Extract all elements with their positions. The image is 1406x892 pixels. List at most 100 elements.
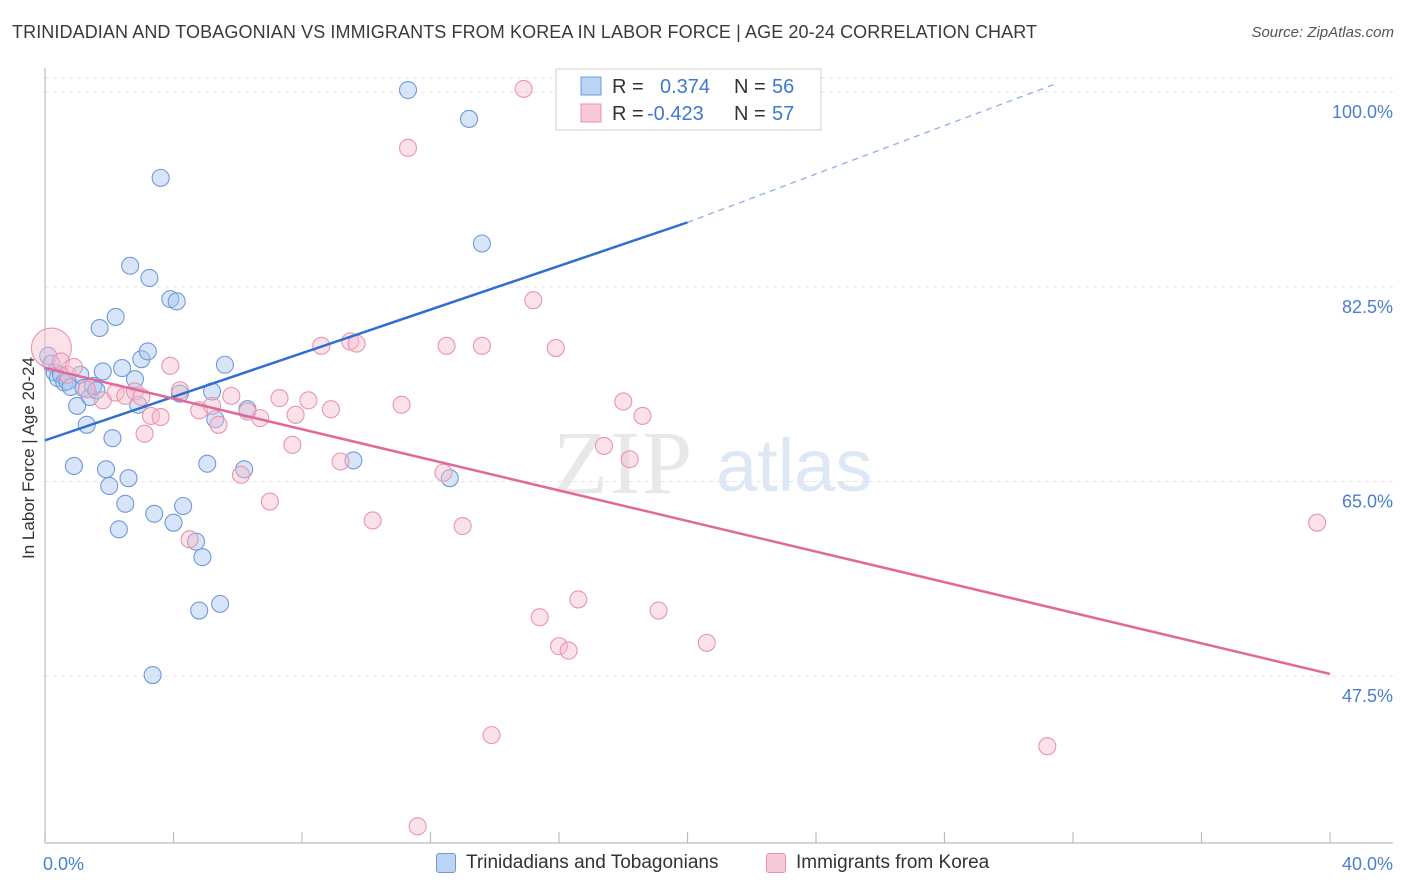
point-trinidadian — [167, 292, 186, 311]
legend-label-korea: Immigrants from Korea — [796, 852, 990, 873]
point-korea — [649, 601, 668, 620]
point-korea — [530, 608, 549, 627]
legend-item-korea: Immigrants from Korea — [766, 852, 989, 874]
y-tick-label: 65.0% — [1342, 492, 1393, 512]
legend-swatch-korea — [766, 853, 786, 873]
legend-r-label-pink: R = — [612, 103, 644, 125]
y-tick-label: 100.0% — [1332, 102, 1393, 122]
point-korea — [549, 637, 569, 656]
point-korea — [453, 516, 472, 536]
point-trinidadian — [190, 601, 209, 620]
point-korea — [569, 590, 588, 609]
point-trinidadian — [119, 469, 138, 488]
point-korea — [209, 415, 228, 434]
trend-line-korea — [44, 366, 1331, 676]
trend-line-trinidadian — [44, 221, 688, 442]
axes-layer: 100.0% 82.5% 65.0% 47.5% — [44, 68, 1393, 844]
point-korea — [472, 336, 491, 355]
legend-swatch-pink — [580, 103, 602, 123]
point-korea — [321, 400, 340, 419]
point-trinidadian — [344, 451, 363, 470]
point-korea — [260, 492, 279, 511]
point-trinidadian — [151, 168, 170, 187]
y-tick-label: 47.5% — [1342, 686, 1393, 706]
point-korea — [222, 386, 241, 405]
point-trinidadian — [106, 307, 125, 326]
point-korea — [559, 641, 578, 660]
point-korea — [434, 463, 453, 482]
point-trinidadian — [235, 460, 254, 479]
point-trinidadian — [398, 80, 418, 100]
point-korea — [180, 530, 199, 549]
point-korea — [633, 406, 652, 425]
point-korea — [170, 381, 189, 400]
point-korea — [1038, 737, 1057, 756]
point-trinidadian — [174, 496, 193, 516]
point-korea — [408, 817, 427, 836]
point-trinidadian — [198, 454, 217, 473]
legend-n-label-blue: N = — [734, 76, 766, 98]
point-trinidadian — [215, 355, 234, 374]
grid-layer — [45, 77, 1393, 677]
legend-r-value-blue: 0.374 — [660, 76, 710, 98]
point-korea — [514, 79, 533, 98]
legend-swatch-trinidadians — [436, 853, 456, 873]
point-korea — [299, 391, 318, 410]
point-trinidadian — [459, 109, 479, 128]
point-trinidadian — [472, 234, 491, 253]
point-trinidadian — [90, 318, 109, 338]
legend-n-value-blue: 56 — [772, 76, 794, 98]
watermark: ZIP atlas — [553, 414, 872, 513]
point-trinidadian — [116, 494, 135, 513]
point-trinidadian — [140, 268, 159, 288]
point-korea — [1308, 513, 1327, 532]
point-trinidadian — [211, 594, 230, 613]
chart-source: Source: ZipAtlas.com — [1251, 24, 1394, 41]
point-korea — [398, 138, 418, 157]
point-korea — [482, 726, 501, 745]
legend-swatch-blue — [580, 76, 602, 96]
point-korea — [283, 435, 302, 454]
point-korea — [392, 395, 411, 414]
point-korea — [594, 436, 614, 455]
legend-r-value-pink: -0.423 — [647, 103, 704, 125]
point-korea — [270, 389, 289, 408]
point-korea — [30, 327, 72, 369]
point-korea — [161, 356, 180, 375]
y-axis-label: In Labor Force | Age 20-24 — [19, 357, 38, 559]
point-korea — [697, 633, 716, 652]
x-tick-max: 40.0% — [1342, 854, 1393, 874]
legend-n-label-pink: N = — [734, 103, 766, 125]
point-korea — [437, 336, 456, 355]
point-korea — [77, 380, 96, 399]
point-trinidadian — [68, 396, 87, 415]
point-trinidadian — [121, 256, 140, 275]
point-korea — [524, 291, 543, 310]
point-trinidadian — [103, 429, 122, 448]
point-trinidadian — [96, 460, 116, 479]
point-korea — [286, 405, 305, 424]
y-tick-label: 82.5% — [1342, 297, 1393, 317]
point-trinidadian — [193, 548, 212, 567]
point-trinidadian — [100, 476, 119, 496]
correlation-legend: R = 0.374 N = 56 R = -0.423 N = 57 — [555, 68, 822, 131]
point-trinidadian — [143, 666, 162, 685]
legend-label-trinidadians: Trinidadians and Tobagonians — [466, 852, 719, 873]
x-tick-min: 0.0% — [43, 854, 84, 874]
point-trinidadian — [206, 410, 225, 429]
point-korea — [363, 511, 382, 530]
point-trinidadian — [77, 415, 96, 434]
point-trinidadian — [64, 456, 83, 476]
point-trinidadian — [145, 504, 164, 523]
point-korea — [620, 450, 639, 469]
point-korea — [151, 407, 170, 427]
point-korea — [546, 339, 565, 358]
point-trinidadian — [138, 342, 157, 361]
point-korea — [231, 465, 251, 484]
chart-title: TRINIDADIAN AND TOBAGONIAN VS IMMIGRANTS… — [12, 22, 1038, 42]
legend-r-label-blue: R = — [612, 76, 644, 98]
series-legend: Trinidadians and Tobagonians Immigrants … — [0, 852, 1406, 878]
legend-n-value-pink: 57 — [772, 103, 794, 125]
point-korea — [331, 452, 350, 471]
